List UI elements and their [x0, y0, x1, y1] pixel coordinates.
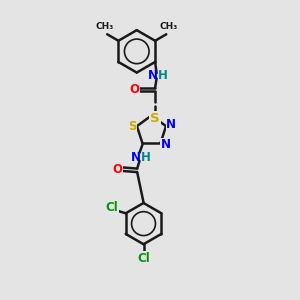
- Text: N: N: [148, 69, 158, 82]
- Text: S: S: [150, 112, 160, 125]
- Text: H: H: [141, 151, 151, 164]
- Text: O: O: [113, 163, 123, 176]
- Text: CH₃: CH₃: [96, 22, 114, 31]
- Text: O: O: [130, 83, 140, 96]
- Text: H: H: [158, 69, 168, 82]
- Text: N: N: [131, 151, 141, 164]
- Text: N: N: [166, 118, 176, 131]
- Text: Cl: Cl: [106, 201, 118, 214]
- Text: N: N: [160, 138, 170, 151]
- Text: CH₃: CH₃: [160, 22, 178, 31]
- Text: Cl: Cl: [137, 252, 150, 265]
- Text: S: S: [128, 120, 136, 133]
